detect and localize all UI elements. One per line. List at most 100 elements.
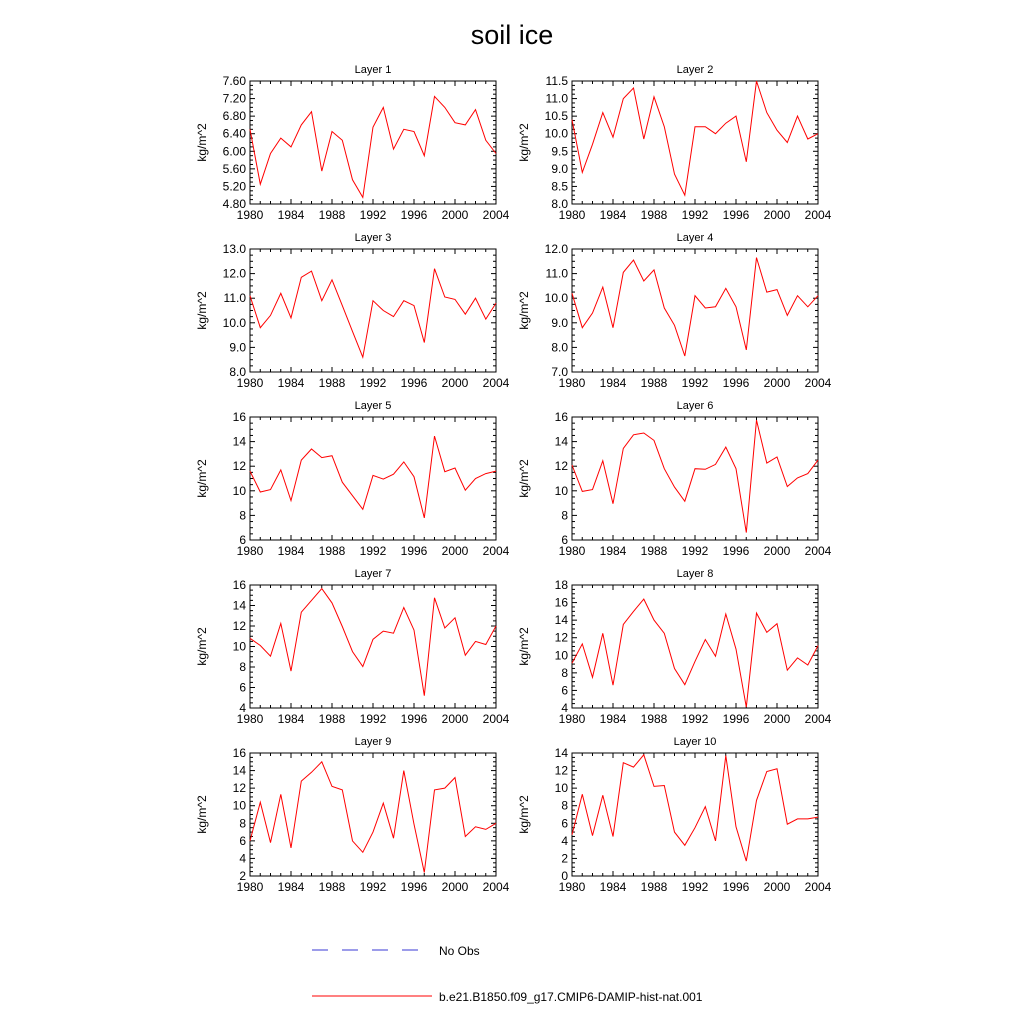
y-axis-label: kg/m^2 — [195, 291, 209, 330]
x-tick-label: 1992 — [682, 208, 709, 222]
x-tick-label: 2004 — [483, 880, 510, 894]
figure-title: soil ice — [471, 20, 554, 50]
x-tick-label: 1992 — [682, 880, 709, 894]
x-tick-label: 1988 — [319, 544, 346, 558]
y-tick-label: 14 — [555, 435, 569, 449]
y-tick-label: 4 — [239, 851, 246, 865]
x-tick-label: 2000 — [442, 376, 469, 390]
y-tick-label: 10 — [233, 484, 247, 498]
y-tick-label: 14 — [233, 599, 247, 613]
panel-layer-8: Layer 8 kg/m^2 1980 1984 1988 1992 1996 2000 200… — [517, 568, 832, 726]
y-tick-label: 7.60 — [223, 74, 247, 88]
x-tick-label: 1988 — [319, 880, 346, 894]
x-tick-label: 2004 — [483, 376, 510, 390]
y-tick-label: 16 — [233, 410, 247, 424]
series-line — [249, 587, 497, 696]
y-tick-label: 5.60 — [223, 162, 247, 176]
x-tick-label: 1980 — [237, 544, 264, 558]
x-tick-label: 2000 — [764, 544, 791, 558]
y-tick-label: 14 — [555, 613, 569, 627]
x-tick-label: 1996 — [401, 208, 428, 222]
legend-label-no-obs: No Obs — [439, 944, 480, 958]
y-tick-label: 10 — [555, 484, 569, 498]
panel-layer-6: Layer 6 kg/m^2 1980 1984 1988 1992 1996 2000 200… — [517, 400, 832, 558]
y-tick-label: 6 — [561, 816, 568, 830]
series-line — [249, 268, 497, 360]
x-tick-label: 2000 — [442, 544, 469, 558]
x-tick-label: 1984 — [278, 208, 305, 222]
y-tick-label: 11.0 — [546, 92, 569, 106]
series-line — [571, 753, 819, 862]
y-tick-label: 11.0 — [546, 267, 569, 281]
series-line — [571, 419, 819, 533]
x-tick-label: 2000 — [764, 208, 791, 222]
y-tick-label: 8 — [239, 660, 246, 674]
x-tick-label: 1984 — [278, 544, 305, 558]
y-tick-label: 11.5 — [546, 74, 569, 88]
x-tick-label: 2004 — [483, 544, 510, 558]
y-tick-label: 13.0 — [223, 242, 247, 256]
y-tick-label: 14 — [233, 764, 247, 778]
panel-title: Layer 2 — [677, 64, 714, 76]
x-tick-label: 1984 — [600, 712, 627, 726]
x-tick-label: 1988 — [641, 208, 668, 222]
y-tick-label: 6 — [561, 683, 568, 697]
y-tick-label: 12 — [233, 781, 247, 795]
x-tick-label: 2004 — [483, 712, 510, 726]
x-tick-label: 1980 — [237, 712, 264, 726]
x-tick-label: 1980 — [559, 712, 586, 726]
y-tick-label: 12.0 — [545, 242, 569, 256]
legend-item-no-obs: No Obs — [312, 944, 480, 958]
y-tick-label: 12 — [555, 631, 569, 645]
x-tick-label: 1980 — [559, 880, 586, 894]
y-tick-label: 16 — [555, 596, 569, 610]
plot-frame — [249, 248, 497, 373]
series-line — [249, 760, 497, 873]
y-tick-label: 5.20 — [223, 179, 247, 193]
y-axis-label: kg/m^2 — [517, 795, 531, 834]
y-tick-label: 14 — [233, 435, 247, 449]
y-axis-label: kg/m^2 — [195, 459, 209, 498]
y-tick-label: 10 — [233, 640, 247, 654]
y-tick-label: 8.0 — [551, 340, 568, 354]
y-tick-label: 8 — [239, 816, 246, 830]
x-tick-label: 1980 — [559, 376, 586, 390]
x-tick-label: 1992 — [360, 544, 387, 558]
x-tick-label: 1992 — [682, 376, 709, 390]
series-line — [571, 80, 819, 197]
x-tick-label: 2004 — [805, 712, 832, 726]
y-tick-label: 11.0 — [224, 291, 247, 305]
y-tick-label: 16 — [233, 746, 247, 760]
y-tick-label: 10.0 — [545, 291, 569, 305]
y-tick-label: 16 — [233, 578, 247, 592]
y-axis-label: kg/m^2 — [517, 627, 531, 666]
panels-grid: Layer 1 kg/m^2 1980 1984 1988 1992 1996 2000 200… — [195, 64, 832, 894]
y-tick-label: 10 — [555, 648, 569, 662]
y-tick-label: 9.5 — [551, 144, 568, 158]
series-line — [571, 257, 819, 357]
panel-layer-5: Layer 5 kg/m^2 1980 1984 1988 1992 1996 2000 200… — [195, 400, 510, 558]
y-tick-label: 8 — [561, 508, 568, 522]
y-tick-label: 8.5 — [551, 179, 568, 193]
y-tick-label: 10.0 — [545, 127, 569, 141]
y-tick-label: 16 — [555, 410, 569, 424]
panel-title: Layer 5 — [355, 400, 392, 412]
x-tick-label: 1996 — [723, 544, 750, 558]
x-tick-label: 1984 — [600, 544, 627, 558]
x-tick-label: 1992 — [682, 544, 709, 558]
x-tick-label: 1992 — [360, 376, 387, 390]
y-tick-label: 14 — [555, 746, 569, 760]
x-tick-label: 1996 — [401, 712, 428, 726]
x-tick-label: 2000 — [764, 376, 791, 390]
y-tick-label: 6.80 — [223, 109, 247, 123]
x-tick-label: 1992 — [360, 880, 387, 894]
series-line — [571, 598, 819, 708]
y-tick-label: 10 — [233, 799, 247, 813]
y-axis-label: kg/m^2 — [195, 123, 209, 162]
x-tick-label: 2004 — [805, 208, 832, 222]
x-tick-label: 1988 — [319, 208, 346, 222]
x-tick-label: 1996 — [401, 880, 428, 894]
panel-layer-2: Layer 2 kg/m^2 1980 1984 1988 1992 1996 2000 200… — [517, 64, 832, 222]
y-tick-label: 6.40 — [223, 127, 247, 141]
